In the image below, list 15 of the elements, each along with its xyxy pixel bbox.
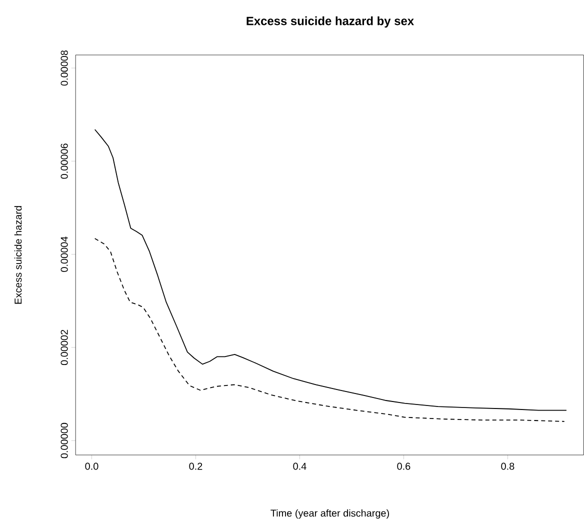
x-tick-label: 0.6 (397, 462, 410, 470)
y-tick-label: 0.00004 (60, 236, 68, 272)
y-tick-label: 0.00008 (60, 50, 68, 86)
line-series (94, 238, 565, 422)
x-tick-label: 0.8 (501, 462, 514, 470)
y-axis-title: Excess suicide hazard (14, 206, 22, 304)
x-axis-title: Time (year after discharge) (270, 509, 389, 519)
y-tick-label: 0.00002 (60, 330, 68, 366)
x-tick-label: 0.0 (85, 462, 98, 470)
x-tick-label: 0.2 (189, 462, 202, 470)
y-tick-label: 0.00006 (60, 144, 68, 179)
chart-title: Excess suicide hazard by sex (246, 16, 414, 28)
y-tick-label: 0.00000 (60, 422, 68, 458)
line-series (94, 129, 567, 411)
x-tick-label: 0.4 (293, 462, 306, 470)
